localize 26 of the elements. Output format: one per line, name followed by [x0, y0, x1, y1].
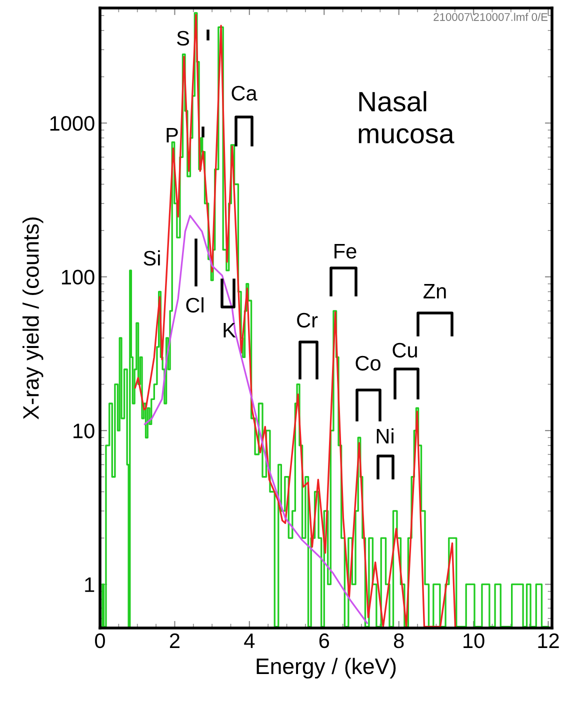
annotation: Co: [356, 356, 380, 371]
y-tick-label: 100: [62, 270, 94, 285]
y-tick-label: 10: [74, 424, 94, 438]
annotation: Si: [144, 250, 160, 266]
x-tick-label: 8: [394, 633, 404, 648]
x-tick-label: 12: [538, 633, 559, 648]
annotation: 210007\210007.lmf 0/E: [434, 12, 548, 21]
annotation: Cu: [392, 342, 417, 358]
annotation: S: [177, 30, 189, 46]
annotation: Nasal mucosa: [358, 91, 454, 144]
y-tick-label: 1: [85, 578, 94, 592]
x-tick-label: 4: [244, 634, 255, 648]
x-tick-label: 6: [319, 633, 330, 648]
x-axis-title: Energy / (keV): [256, 658, 396, 679]
annotation: Fe: [334, 244, 356, 259]
y-tick-label: 1000: [50, 116, 94, 131]
x-tick-label: 2: [170, 633, 180, 648]
annotation: Ni: [376, 428, 394, 444]
annotation: Zn: [424, 284, 446, 298]
annotation: Cr: [297, 312, 318, 328]
x-tick-label: 0: [95, 633, 105, 648]
annotation: Cl: [186, 297, 204, 313]
annotation: P: [166, 128, 178, 142]
x-tick-label: 10: [464, 633, 484, 648]
annotation: Ca: [232, 86, 258, 101]
y-axis-title: X-ray yield / (counts): [22, 217, 44, 420]
